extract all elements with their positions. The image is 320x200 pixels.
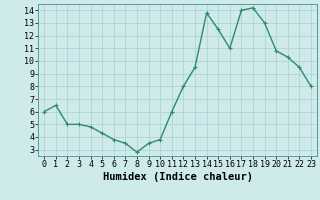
X-axis label: Humidex (Indice chaleur): Humidex (Indice chaleur): [103, 172, 252, 182]
